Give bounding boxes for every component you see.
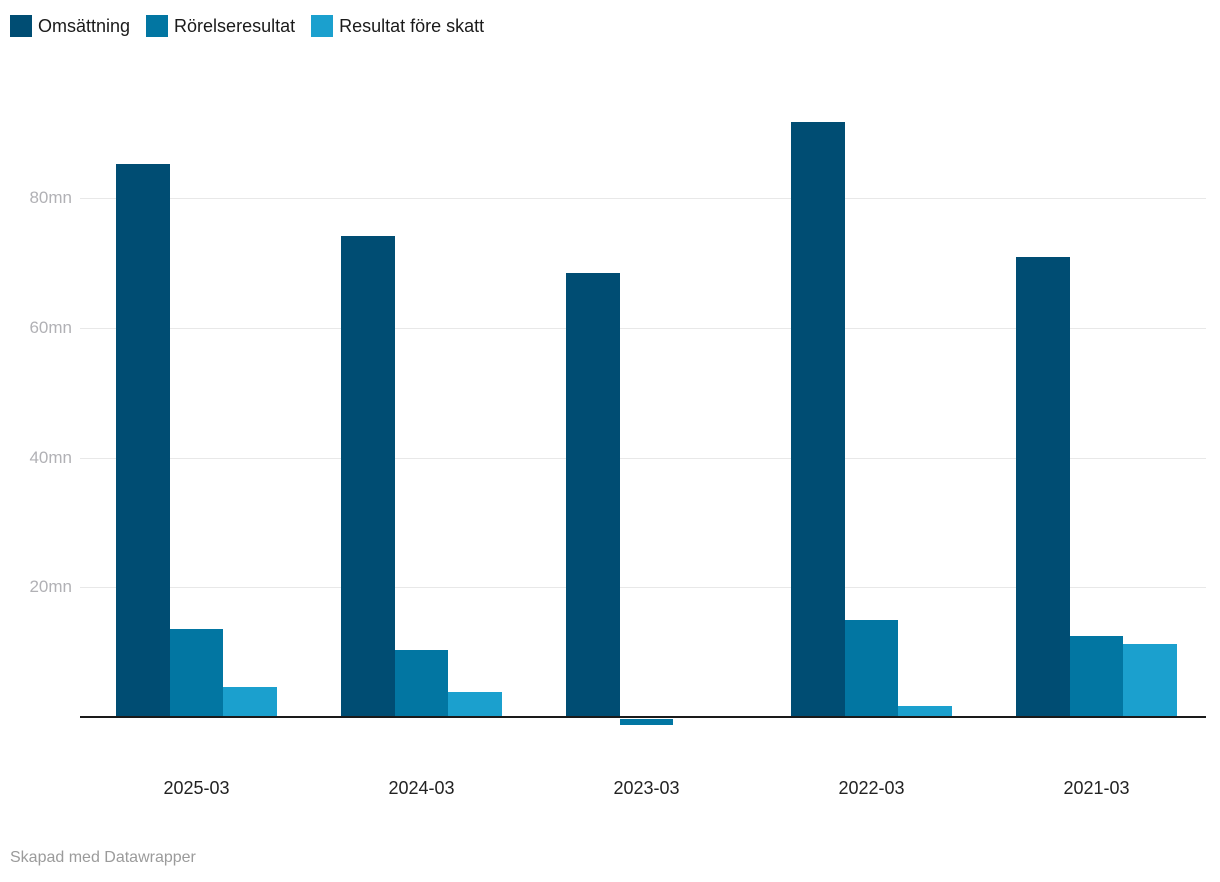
y-axis-tick-label: 80mn [29,188,72,207]
x-axis-category-label: 2025-03 [163,778,230,798]
legend: Omsättning Rörelseresultat Resultat före s… [10,15,484,37]
legend-item: Omsättning [10,15,130,37]
bar-oms-ttning-2021-03 [1016,257,1070,717]
bar-r-relseresultat-2025-03 [169,628,224,717]
x-axis-category-label: 2021-03 [1063,778,1130,798]
y-axis-tick-label: 40mn [29,447,72,467]
legend-label: Omsättning [38,16,131,36]
bar-oms-ttning-2023-03 [566,273,620,717]
gridline [80,457,1206,459]
legend-swatch-icon [10,15,32,37]
legend-item: Resultat före skatt [311,15,484,37]
bar-resultat-f-re-skatt-2025-03 [223,687,277,717]
x-axis-baseline [80,715,1206,718]
bar-oms-ttning-2024-03 [341,235,395,717]
gridline [80,198,1206,199]
bar-resultat-f-re-skatt-2021-03 [1123,643,1177,717]
y-axis-tick-label: 20mn [29,577,72,597]
bar-r-relseresultat-2022-03 [844,620,899,717]
bar-oms-ttning-2022-03 [791,122,845,717]
chart-credit: Skapad med Datawrapper [10,849,196,866]
gridline [80,327,1206,329]
legend-swatch-icon [311,15,334,37]
bar-resultat-f-re-skatt-2022-03 [898,705,952,717]
y-axis-tick-label: 60mn [29,317,72,337]
legend-swatch-icon [146,15,169,37]
gridline [80,587,1206,589]
legend-label: Resultat före skatt [339,16,485,36]
bar-r-relseresultat-2024-03 [394,649,449,717]
bar-r-relseresultat-2023-03 [619,718,674,725]
legend-label: Rörelseresultat [174,16,296,36]
x-axis-category-label: 2024-03 [388,778,455,798]
bar-oms-ttning-2025-03 [116,164,170,717]
x-axis-category-label: 2023-03 [613,778,680,798]
bar-resultat-f-re-skatt-2024-03 [448,691,502,717]
x-axis-category-label: 2022-03 [838,778,905,798]
bar-r-relseresultat-2021-03 [1069,635,1124,717]
legend-item: Rörelseresultat [146,15,295,37]
